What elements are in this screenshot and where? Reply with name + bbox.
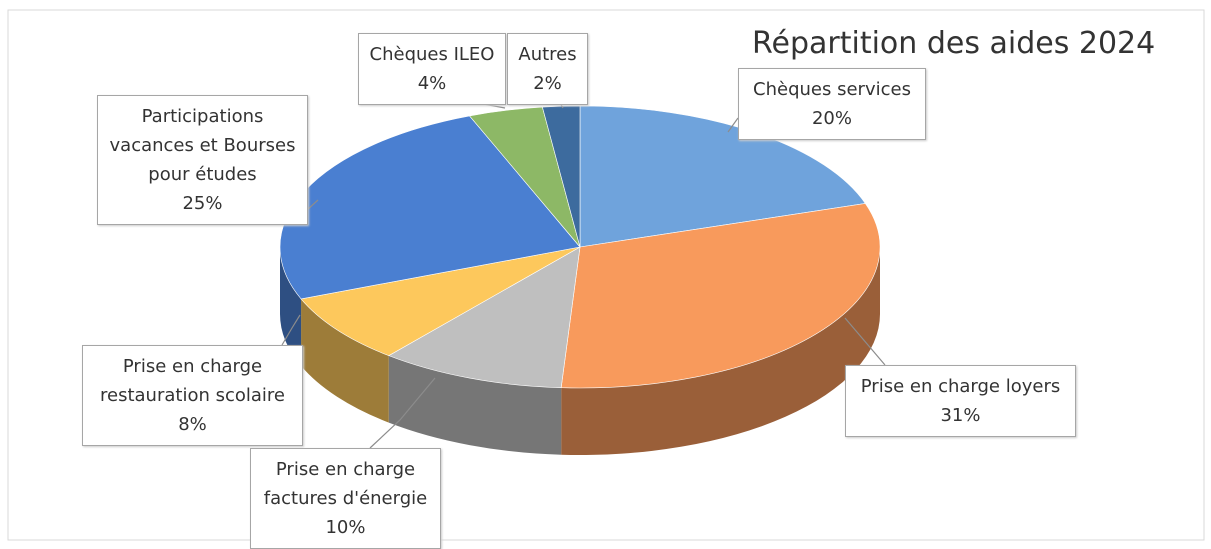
slice bbox=[560, 203, 881, 389]
leader-line bbox=[844, 317, 886, 366]
slice-side bbox=[561, 247, 880, 455]
slice bbox=[542, 105, 581, 248]
slice bbox=[388, 246, 581, 389]
data-label-value: 20% bbox=[811, 108, 852, 129]
slice-sides bbox=[280, 247, 880, 455]
data-label-name: Chèques services bbox=[753, 79, 911, 100]
slice-tops bbox=[279, 105, 881, 389]
data-label-name: Chèques ILEO bbox=[369, 44, 495, 65]
data-label-name: Prise en charge factures d'énergie bbox=[263, 459, 428, 509]
data-label-box: Prise en charge loyers 31% bbox=[845, 365, 1076, 437]
slice-side bbox=[280, 247, 302, 366]
leader-line bbox=[281, 314, 301, 346]
data-label-box: Prise en charge restauration scolaire 8% bbox=[82, 345, 303, 446]
leader-line bbox=[369, 377, 436, 449]
data-label-value: 2% bbox=[533, 73, 562, 94]
chart-title: Répartition des aides 2024 bbox=[752, 26, 1156, 61]
data-label-box: Chèques ILEO 4% bbox=[358, 33, 506, 105]
data-label-value: 4% bbox=[417, 73, 447, 94]
data-label-value: 31% bbox=[940, 405, 981, 426]
data-label-value: 10% bbox=[325, 517, 366, 538]
data-label-name: Prise en charge loyers bbox=[860, 376, 1061, 397]
leader-lines bbox=[281, 102, 886, 449]
leader-line bbox=[727, 117, 739, 133]
data-label-box: Chèques services 20% bbox=[738, 68, 926, 140]
slice-side bbox=[388, 355, 562, 455]
data-label-box: Participations vacances et Bourses pour … bbox=[97, 95, 308, 225]
slice bbox=[300, 246, 581, 356]
data-label-name: Prise en charge restauration scolaire bbox=[100, 356, 285, 406]
data-label-name: Participations vacances et Bourses pour … bbox=[109, 106, 296, 185]
slice-side bbox=[301, 298, 389, 423]
data-label-box: Autres 2% bbox=[507, 33, 588, 105]
chart-frame bbox=[7, 9, 1205, 541]
data-label-value: 8% bbox=[178, 414, 207, 435]
data-label-box: Prise en charge factures d'énergie 10% bbox=[250, 448, 441, 549]
leader-line bbox=[306, 199, 319, 211]
data-label-name: Autres bbox=[518, 44, 577, 65]
data-label-value: 25% bbox=[182, 193, 223, 214]
